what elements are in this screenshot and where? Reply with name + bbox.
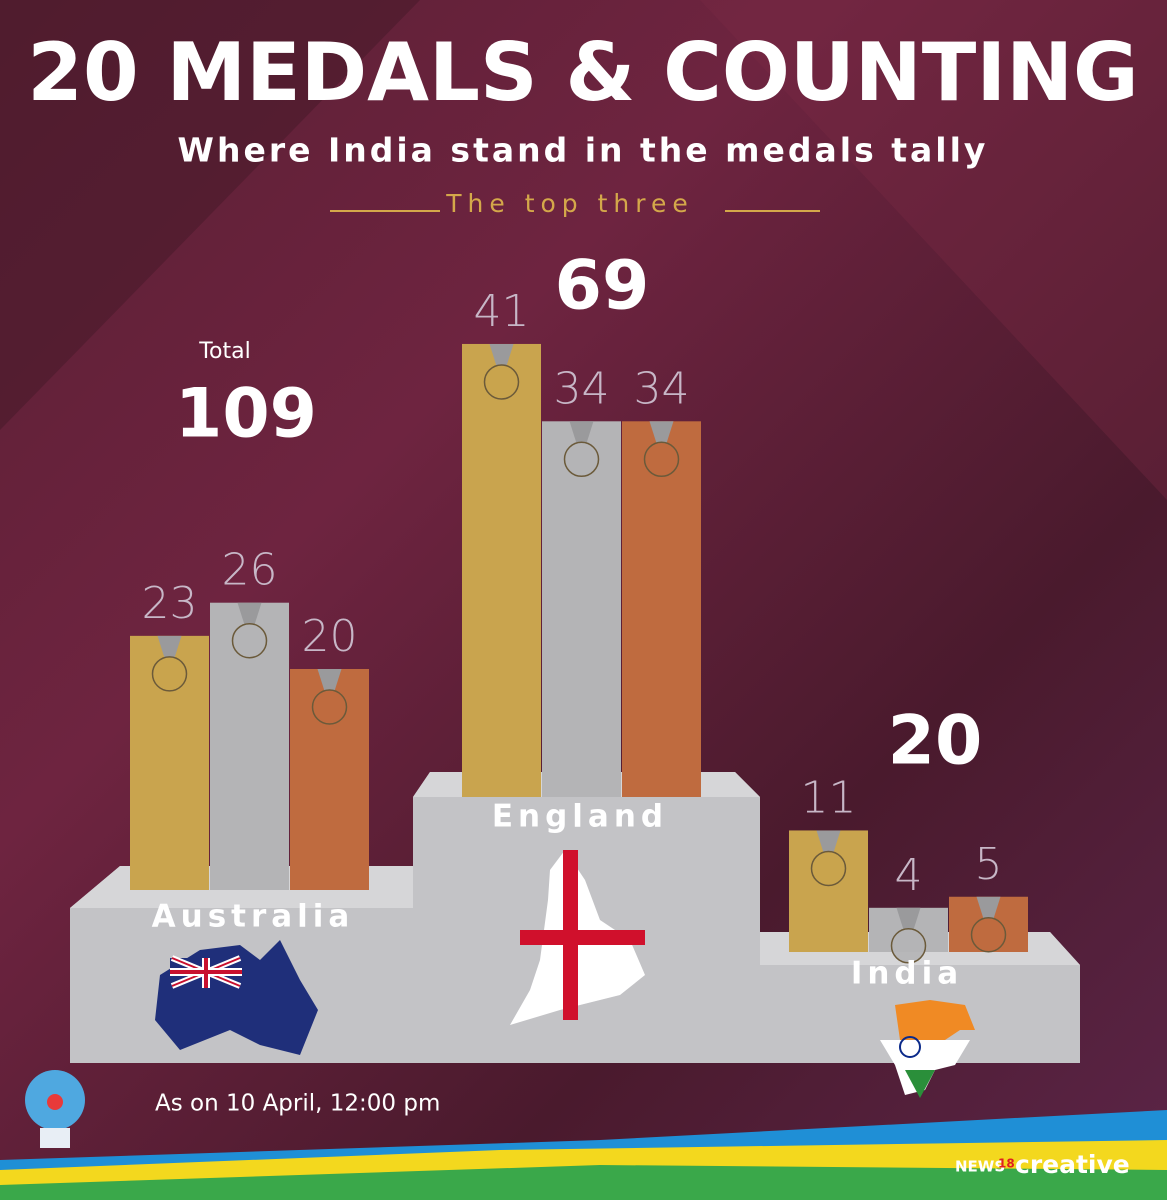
total-value: 69 bbox=[555, 247, 650, 326]
value-label: 20 bbox=[302, 611, 358, 662]
value-label: 4 bbox=[895, 850, 923, 901]
total-value: 109 bbox=[175, 375, 317, 454]
note: As on 10 April, 12:00 pm bbox=[155, 1091, 440, 1117]
medal bbox=[151, 656, 188, 692]
medal-ribbon bbox=[816, 830, 841, 853]
medal bbox=[890, 928, 927, 964]
footer-stripe bbox=[0, 1165, 1167, 1200]
bar bbox=[542, 421, 621, 797]
total-value: 20 bbox=[888, 702, 983, 781]
country-label: Australia bbox=[152, 899, 355, 935]
brand-number: 18 bbox=[998, 1157, 1015, 1171]
chart-subtitle: Where India stand in the medals tally bbox=[178, 131, 989, 170]
medal bbox=[643, 441, 680, 478]
country-label: England bbox=[492, 799, 668, 835]
country-label: India bbox=[851, 956, 963, 992]
value-label: 23 bbox=[142, 578, 198, 629]
australia-map bbox=[155, 940, 318, 1055]
value-label: 34 bbox=[634, 363, 690, 414]
value-label: 41 bbox=[474, 286, 530, 337]
bar bbox=[622, 421, 701, 797]
medal-ribbon bbox=[237, 602, 262, 625]
medal bbox=[483, 364, 520, 400]
brand: NEWS bbox=[955, 1158, 1005, 1176]
bg-shape bbox=[0, 0, 420, 430]
medal-ribbon bbox=[649, 421, 674, 444]
medal-ribbon bbox=[157, 635, 182, 658]
medal-ribbon bbox=[317, 669, 342, 691]
section-label: The top three bbox=[445, 189, 694, 218]
england-map bbox=[510, 850, 645, 1025]
medal-ribbon bbox=[569, 421, 594, 444]
chart-title: 20 MEDALS & COUNTING bbox=[27, 26, 1138, 119]
medal bbox=[311, 689, 348, 725]
value-label: 11 bbox=[801, 772, 857, 823]
medal bbox=[563, 441, 600, 478]
mascot bbox=[25, 1070, 85, 1148]
medal-ribbon bbox=[489, 343, 514, 366]
value-label: 5 bbox=[975, 839, 1003, 890]
medal-ribbon bbox=[896, 907, 921, 930]
india-map bbox=[880, 1000, 975, 1098]
medal bbox=[810, 850, 847, 887]
total-label: Total bbox=[198, 339, 250, 364]
value-label: 34 bbox=[554, 363, 610, 414]
bg-shape bbox=[700, 0, 1167, 500]
medal bbox=[231, 622, 268, 659]
value-label: 26 bbox=[222, 545, 278, 596]
medal-ribbon bbox=[976, 896, 1001, 919]
bar bbox=[462, 343, 541, 797]
brand-product: creative bbox=[1015, 1150, 1130, 1179]
medal bbox=[970, 917, 1007, 953]
